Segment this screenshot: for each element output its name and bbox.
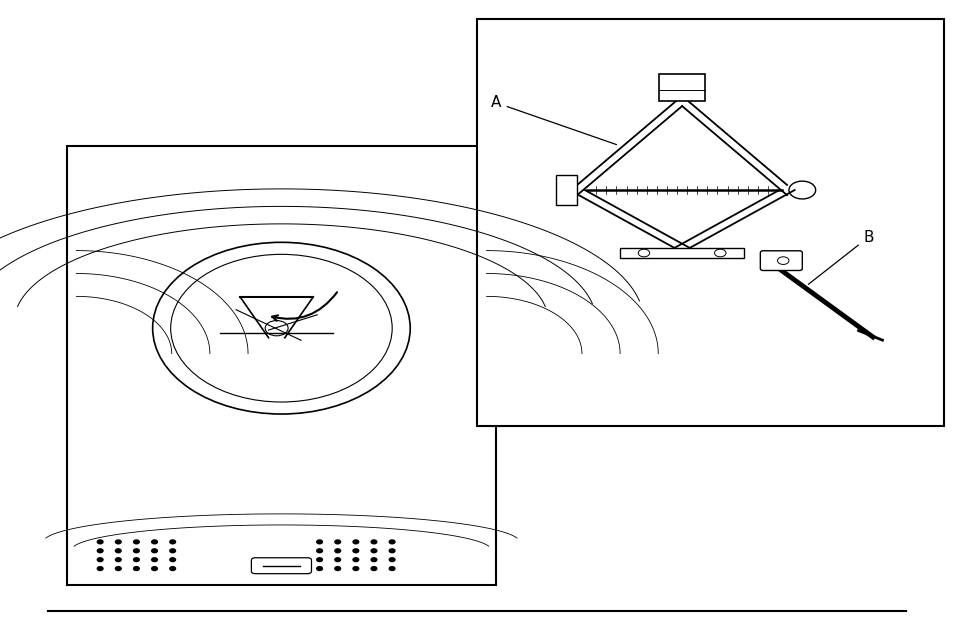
Circle shape	[152, 549, 157, 553]
Circle shape	[152, 567, 157, 570]
FancyBboxPatch shape	[556, 176, 577, 205]
Circle shape	[115, 558, 121, 562]
FancyBboxPatch shape	[252, 558, 311, 574]
Circle shape	[371, 567, 376, 570]
Circle shape	[115, 549, 121, 553]
Circle shape	[97, 558, 103, 562]
Circle shape	[170, 549, 175, 553]
Circle shape	[353, 567, 358, 570]
Circle shape	[133, 540, 139, 544]
Circle shape	[353, 540, 358, 544]
Circle shape	[316, 540, 322, 544]
Circle shape	[170, 558, 175, 562]
FancyBboxPatch shape	[619, 248, 743, 258]
Circle shape	[371, 540, 376, 544]
FancyBboxPatch shape	[659, 74, 704, 101]
Circle shape	[316, 549, 322, 553]
Circle shape	[152, 558, 157, 562]
Circle shape	[170, 567, 175, 570]
Circle shape	[152, 540, 157, 544]
Circle shape	[97, 549, 103, 553]
Circle shape	[316, 567, 322, 570]
Text: A: A	[491, 95, 616, 144]
Circle shape	[389, 540, 395, 544]
Circle shape	[115, 567, 121, 570]
Circle shape	[371, 558, 376, 562]
Circle shape	[335, 558, 340, 562]
Circle shape	[316, 558, 322, 562]
Circle shape	[133, 567, 139, 570]
Circle shape	[353, 549, 358, 553]
Circle shape	[353, 558, 358, 562]
Circle shape	[371, 549, 376, 553]
Circle shape	[389, 558, 395, 562]
FancyBboxPatch shape	[760, 251, 801, 270]
Circle shape	[389, 567, 395, 570]
Circle shape	[389, 549, 395, 553]
FancyBboxPatch shape	[67, 146, 496, 585]
Circle shape	[133, 549, 139, 553]
Circle shape	[335, 540, 340, 544]
Circle shape	[170, 540, 175, 544]
Circle shape	[133, 558, 139, 562]
Circle shape	[335, 549, 340, 553]
Circle shape	[115, 540, 121, 544]
Text: B: B	[807, 230, 873, 284]
Circle shape	[97, 567, 103, 570]
Circle shape	[335, 567, 340, 570]
FancyBboxPatch shape	[476, 19, 943, 426]
Circle shape	[97, 540, 103, 544]
